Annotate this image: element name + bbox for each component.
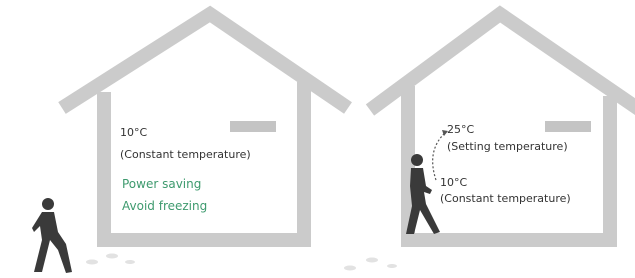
right-house bbox=[370, 14, 635, 240]
temperature-arrow bbox=[433, 132, 446, 180]
temperature: 10°C bbox=[120, 127, 147, 138]
setting-temperature: 25°C bbox=[447, 124, 474, 135]
mode: (Constant temperature) bbox=[120, 149, 251, 160]
benefit: Avoid freezing bbox=[122, 200, 207, 212]
person-left bbox=[32, 198, 72, 273]
mode: (Constant temperature) bbox=[440, 193, 571, 204]
artwork bbox=[0, 0, 635, 278]
benefit: Power saving bbox=[122, 178, 201, 190]
right-house-bar bbox=[545, 121, 591, 132]
temperature: 10°C bbox=[440, 177, 467, 188]
setting-mode: (Setting temperature) bbox=[447, 141, 568, 152]
left-house-bar bbox=[230, 121, 276, 132]
footprints bbox=[86, 254, 397, 271]
illustration: 10°C (Constant temperature) Power saving… bbox=[0, 0, 635, 278]
